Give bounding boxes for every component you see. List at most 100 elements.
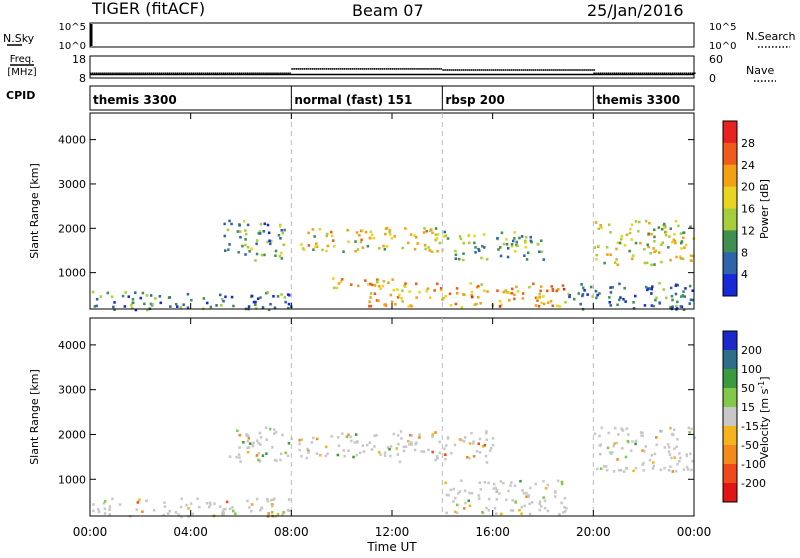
freq-point xyxy=(375,68,378,70)
freq-point xyxy=(641,72,644,75)
velocity-cell xyxy=(542,496,545,499)
power-cell xyxy=(483,289,486,292)
velocity-cell xyxy=(619,469,623,472)
freq-point xyxy=(474,69,477,71)
velocity-cell xyxy=(258,431,262,435)
velocity-cell xyxy=(675,469,678,473)
velocity-cell xyxy=(108,508,111,511)
velocity-cell xyxy=(166,512,170,515)
velocity-cell xyxy=(270,503,274,506)
power-cell xyxy=(510,243,514,246)
power-cell xyxy=(529,235,532,239)
velocity-cell xyxy=(505,498,508,502)
power-cell xyxy=(401,289,404,292)
velocity-cell xyxy=(377,450,381,454)
freq-point xyxy=(667,72,670,75)
velocity-cell xyxy=(690,468,693,472)
freq-point xyxy=(138,72,140,75)
velocity-colorbar-segment xyxy=(723,388,737,408)
freq-point xyxy=(549,69,551,71)
power-colorbar-segment xyxy=(723,252,737,275)
velocity-cell xyxy=(162,513,165,517)
velocity-cell xyxy=(669,426,672,430)
power-ylabel: Slant Range [km] xyxy=(28,163,41,259)
power-cell xyxy=(254,259,257,262)
power-cell xyxy=(321,248,324,252)
power-cell xyxy=(359,240,363,244)
power-cell xyxy=(149,302,153,306)
power-cell xyxy=(628,249,631,253)
power-cell xyxy=(113,308,116,311)
velocity-cell xyxy=(300,454,303,458)
freq-point xyxy=(458,69,460,71)
freq-point xyxy=(420,68,422,70)
power-cell xyxy=(478,249,481,252)
velocity-cell xyxy=(239,460,242,463)
freq-point xyxy=(522,69,525,71)
velocity-cell xyxy=(490,446,493,450)
power-cell xyxy=(477,247,480,251)
velocity-cell xyxy=(103,512,107,515)
freq-point xyxy=(126,72,128,75)
velocity-cell xyxy=(180,515,183,519)
velocity-cell xyxy=(643,450,646,453)
power-cell xyxy=(458,235,462,238)
power-cell xyxy=(615,258,618,261)
freq-point xyxy=(408,68,410,70)
power-cell xyxy=(460,305,464,309)
power-cell xyxy=(658,282,661,285)
power-cell xyxy=(307,244,311,247)
velocity-cell xyxy=(514,499,517,503)
power-cell xyxy=(448,292,452,296)
power-cell xyxy=(681,294,685,297)
velocity-cell xyxy=(599,452,602,456)
power-cell xyxy=(660,243,663,247)
power-cell xyxy=(286,293,290,296)
velocity-cell xyxy=(305,456,308,460)
power-cell xyxy=(669,286,673,290)
freq-point xyxy=(196,72,199,75)
velocity-cell xyxy=(362,450,366,453)
power-cell xyxy=(361,229,364,232)
freq-point xyxy=(112,72,114,75)
power-cell xyxy=(513,293,516,297)
power-cell xyxy=(427,246,430,249)
velocity-cell xyxy=(669,465,672,469)
velocity-cell xyxy=(562,511,565,514)
power-cell xyxy=(302,248,306,251)
power-cell xyxy=(634,294,637,298)
power-cell xyxy=(606,253,609,256)
velocity-cell xyxy=(534,482,537,486)
freq-point xyxy=(490,69,493,71)
velocity-cell xyxy=(690,427,693,431)
power-cell xyxy=(206,301,209,305)
power-cell xyxy=(259,296,262,299)
power-cell xyxy=(486,290,489,293)
velocity-cell xyxy=(452,500,455,503)
freq-point xyxy=(351,68,354,70)
velocity-cell xyxy=(97,510,101,514)
power-cell xyxy=(442,296,445,300)
freq-point xyxy=(319,68,322,70)
velocity-colorbar-tick: -50 xyxy=(741,439,759,452)
freq-point xyxy=(226,72,229,75)
power-cell xyxy=(536,299,539,302)
velocity-cell xyxy=(268,427,272,431)
velocity-colorbar-segment xyxy=(723,464,737,484)
power-ytick-label: 3000 xyxy=(58,178,86,191)
freq-point xyxy=(249,72,251,75)
power-cell xyxy=(672,238,676,242)
power-cell xyxy=(470,293,473,297)
power-cell xyxy=(326,244,330,248)
x-tick-label: 12:00 xyxy=(375,525,410,539)
velocity-cell xyxy=(527,493,530,497)
velocity-cell xyxy=(287,442,291,445)
power-cell xyxy=(586,293,589,296)
power-cell xyxy=(169,305,172,308)
velocity-cell xyxy=(138,498,141,502)
power-cell xyxy=(473,303,476,306)
power-cell xyxy=(376,278,379,281)
freq-point xyxy=(579,69,581,71)
power-cell xyxy=(510,245,514,248)
power-cell xyxy=(609,253,612,257)
